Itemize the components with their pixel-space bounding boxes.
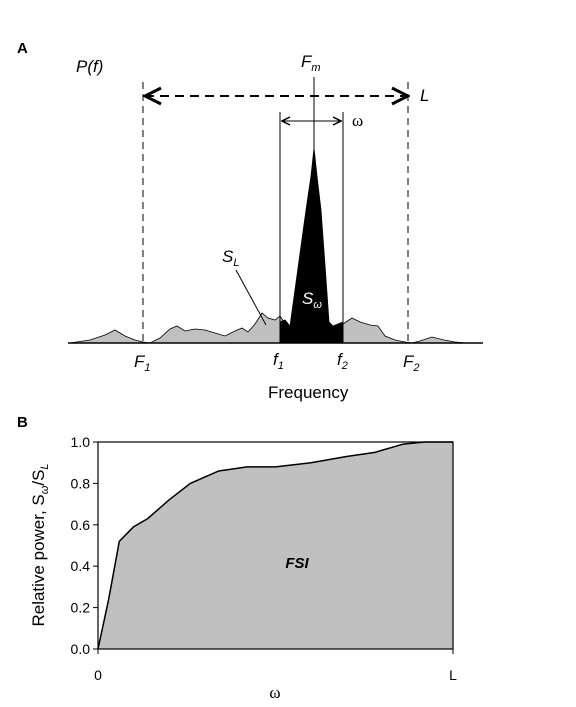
- x-tick-label: L: [449, 667, 457, 683]
- relative-power-curve: [97, 441, 453, 650]
- f1-upper-tick-label: F1: [134, 352, 151, 374]
- panel-b: B Relative power, Sω/SL 0.0 0.2 0.4 0.6 0.8 1…: [17, 414, 457, 702]
- panel-a: A P(f) Fm L ω SL Sω F1 F2 f1 f2: [17, 40, 483, 402]
- sl-label: SL: [222, 247, 239, 269]
- background-spectrum-area: [69, 312, 467, 344]
- fm-label: Fm: [301, 52, 321, 74]
- y-axis-ticks: 0.0 0.2 0.4 0.6 0.8 1.0: [71, 434, 98, 657]
- y-tick-label: 0.4: [71, 558, 91, 574]
- sl-leader-line: [235, 269, 267, 326]
- y-tick-label: 0.8: [71, 475, 91, 491]
- power-spectrum-label: P(f): [76, 57, 103, 76]
- omega-label: ω: [352, 111, 363, 130]
- plot-border: [97, 441, 454, 650]
- y-tick-label: 0.2: [71, 600, 91, 616]
- f2-lower-tick-label: f2: [337, 350, 348, 372]
- l-label: L: [420, 86, 429, 105]
- panel-b-letter: B: [17, 414, 28, 431]
- y-tick-label: 1.0: [71, 434, 91, 450]
- relative-power-chart: [97, 441, 454, 650]
- peak-area: [279, 147, 344, 344]
- fsi-area-fill: [98, 442, 453, 649]
- x-tick-label: 0: [94, 667, 102, 683]
- sw-label: Sω: [302, 289, 322, 311]
- x-axis-label: ω: [269, 683, 280, 702]
- f1-lower-tick-label: f1: [273, 350, 284, 372]
- y-axis-label: Relative power, Sω/SL: [29, 463, 51, 626]
- panel-a-letter: A: [17, 40, 28, 57]
- f2-upper-tick-label: F2: [403, 352, 420, 374]
- y-tick-label: 0.0: [71, 641, 91, 657]
- fsi-area-label: FSI: [285, 555, 309, 572]
- frequency-axis-label: Frequency: [268, 383, 349, 402]
- y-tick-label: 0.6: [71, 517, 91, 533]
